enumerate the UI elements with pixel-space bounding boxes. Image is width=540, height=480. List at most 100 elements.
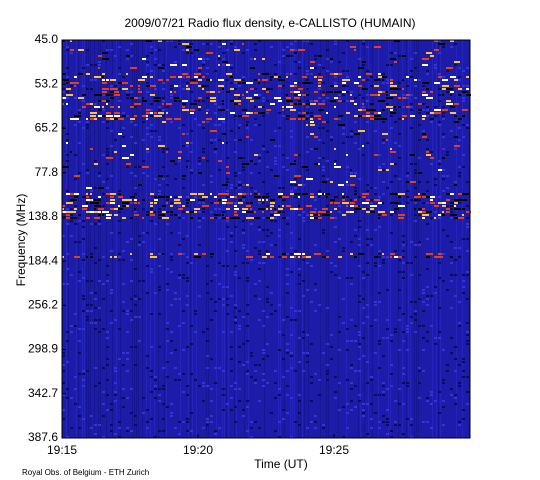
cool-cell: [186, 256, 189, 258]
cool-cell: [78, 109, 81, 111]
hot-cell: [198, 79, 202, 81]
cool-cell: [98, 319, 101, 321]
cool-cell: [234, 115, 237, 117]
cool-cell: [286, 292, 289, 294]
cool-cell: [94, 160, 97, 162]
cool-cell: [286, 343, 289, 345]
hot-cell: [306, 82, 313, 84]
cool-cell: [446, 187, 449, 189]
cool-cell: [278, 349, 281, 351]
hot-cell: [134, 199, 137, 201]
cool-cell: [178, 433, 181, 435]
streak: [440, 40, 441, 438]
cool-cell: [418, 241, 421, 243]
cool-cell: [382, 73, 385, 75]
cool-cell: [318, 127, 321, 129]
hot-cell: [350, 202, 355, 204]
y-tick-label: 77.8: [35, 165, 59, 179]
hot-cell: [262, 73, 269, 75]
cool-cell: [458, 166, 461, 168]
hot-cell: [254, 94, 260, 96]
cool-cell: [234, 421, 237, 423]
hot-cell: [226, 73, 232, 75]
hot-cell: [338, 73, 342, 75]
cool-cell: [346, 328, 349, 330]
cool-cell: [458, 382, 461, 384]
cool-cell: [366, 70, 369, 72]
hot-cell: [190, 112, 194, 114]
cool-cell: [246, 127, 249, 129]
hot-cell: [374, 46, 381, 48]
hot-cell: [222, 214, 224, 216]
cool-cell: [326, 70, 329, 72]
cool-cell: [114, 433, 117, 435]
cool-cell: [334, 397, 337, 399]
cool-cell: [262, 106, 265, 108]
cool-cell: [254, 364, 257, 366]
hot-cell: [270, 79, 272, 81]
hot-cell: [278, 79, 285, 81]
hot-cell: [354, 193, 357, 195]
hot-cell: [314, 217, 318, 219]
hot-cell: [130, 118, 135, 120]
cool-cell: [198, 217, 201, 219]
cool-cell: [378, 166, 381, 168]
cool-cell: [358, 265, 361, 267]
cool-cell: [82, 226, 85, 228]
cool-cell: [90, 253, 93, 255]
cool-cell: [286, 394, 289, 396]
cool-cell: [106, 265, 109, 267]
hot-cell: [350, 100, 354, 102]
cool-cell: [82, 238, 85, 240]
cool-cell: [126, 91, 129, 93]
cool-cell: [382, 121, 385, 123]
streak: [142, 40, 143, 438]
hot-cell: [74, 76, 77, 78]
hot-cell: [318, 76, 323, 78]
cool-cell: [150, 271, 153, 273]
cool-cell: [266, 166, 269, 168]
cool-cell: [162, 148, 165, 150]
cool-cell: [270, 169, 273, 171]
hot-cell: [234, 217, 240, 219]
hot-cell: [390, 148, 392, 150]
hot-cell: [466, 76, 469, 78]
cool-cell: [422, 103, 425, 105]
cool-cell: [362, 298, 365, 300]
cool-cell: [222, 331, 225, 333]
cool-cell: [126, 430, 129, 432]
cool-cell: [374, 352, 377, 354]
cool-cell: [162, 166, 165, 168]
cool-cell: [222, 388, 225, 390]
cool-cell: [442, 115, 445, 117]
hot-cell: [250, 202, 253, 204]
cool-cell: [78, 172, 81, 174]
hot-cell: [266, 199, 268, 201]
hot-cell: [194, 73, 201, 75]
cool-cell: [186, 277, 189, 279]
cool-cell: [406, 262, 409, 264]
cool-cell: [366, 142, 369, 144]
cool-cell: [86, 88, 89, 90]
cool-cell: [370, 376, 373, 378]
hot-cell: [458, 193, 464, 195]
hot-cell: [446, 88, 450, 90]
hot-cell: [346, 79, 350, 81]
cool-cell: [214, 70, 217, 72]
hot-cell: [258, 208, 265, 210]
cool-cell: [258, 226, 261, 228]
cool-cell: [90, 223, 93, 225]
cool-cell: [402, 106, 405, 108]
cool-cell: [358, 148, 361, 150]
hot-cell: [246, 205, 251, 207]
cool-cell: [206, 328, 209, 330]
cool-cell: [86, 172, 89, 174]
cool-cell: [138, 235, 141, 237]
hot-cell: [78, 73, 83, 75]
hot-cell: [66, 82, 68, 84]
cool-cell: [162, 88, 165, 90]
y-tick-label: 184.4: [28, 253, 58, 267]
hot-cell: [258, 106, 262, 108]
cool-cell: [442, 349, 445, 351]
cool-cell: [442, 136, 445, 138]
